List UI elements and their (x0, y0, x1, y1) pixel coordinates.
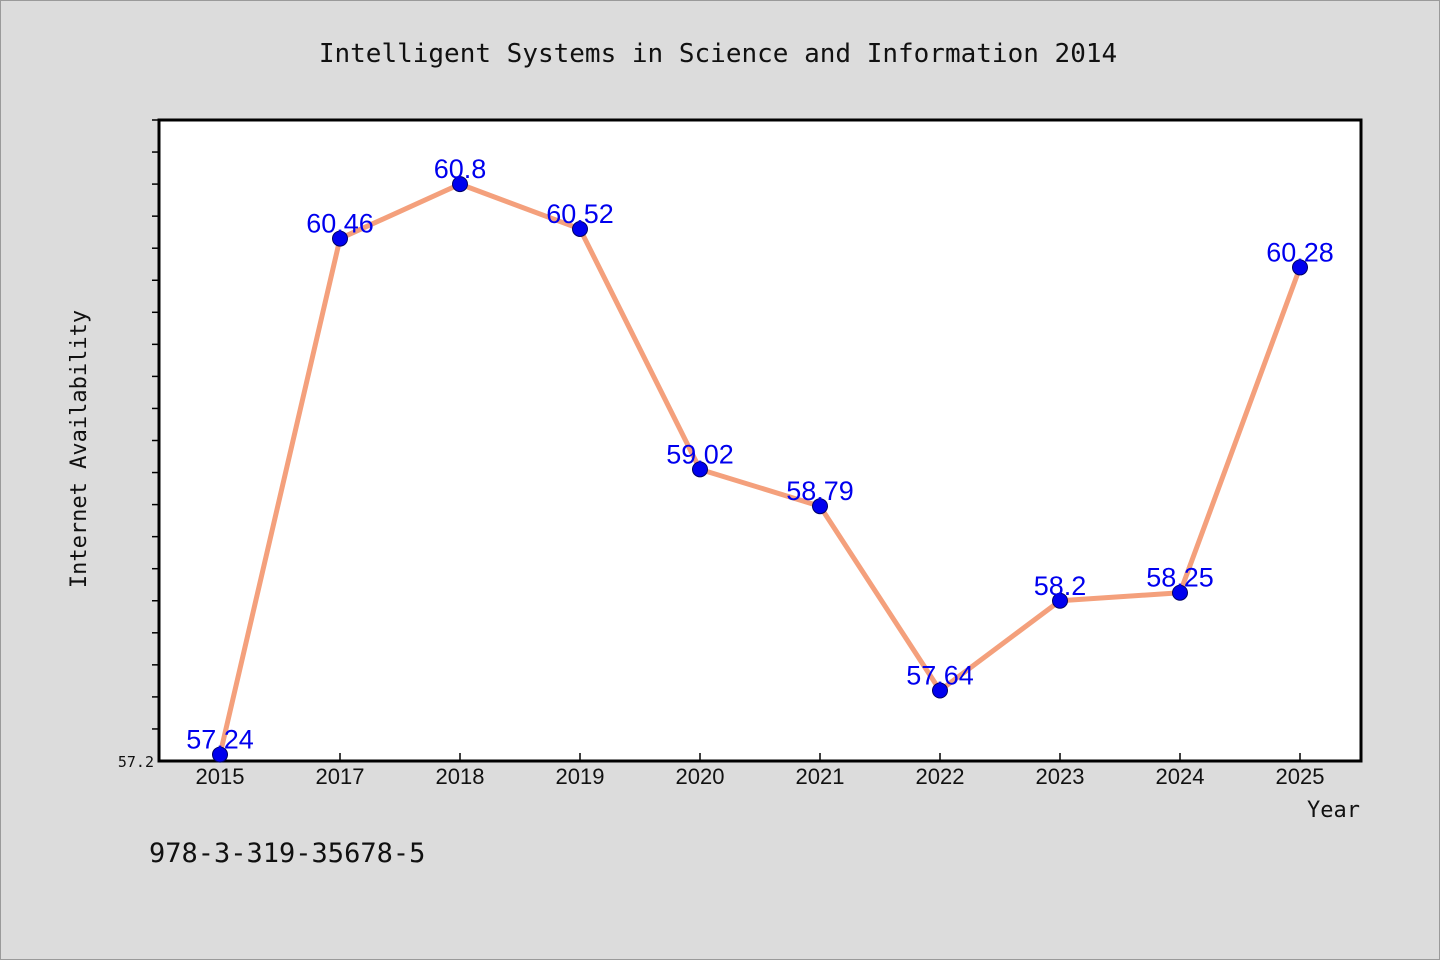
x-tick-label: 2019 (556, 764, 605, 789)
data-label: 60.46 (306, 209, 374, 239)
x-tick-label: 2018 (436, 764, 485, 789)
x-tick-label: 2020 (676, 764, 725, 789)
y-axis-title: Internet Availability (67, 310, 92, 588)
x-tick-label: 2023 (1036, 764, 1085, 789)
data-point (572, 220, 588, 237)
data-point (332, 230, 348, 247)
x-axis-title: Year (1307, 798, 1360, 823)
x-tick-label: 2015 (196, 764, 245, 789)
x-tick-label: 2024 (1156, 764, 1205, 789)
x-tick-labels: 2015 2017 2018 2019 2020 2021 2022 2023 2024 2025 (196, 764, 1325, 789)
series-line-group (217, 181, 1303, 758)
plot-area (157, 118, 1363, 763)
data-label: 60.52 (546, 199, 614, 229)
data-label: 58.2 (1034, 571, 1087, 601)
x-tick-label: 2022 (916, 764, 965, 789)
data-point (1052, 592, 1068, 609)
series-line (217, 181, 1303, 758)
data-point (812, 498, 828, 515)
chart-title: Intelligent Systems in Science and Infor… (319, 39, 1117, 69)
data-label: 57.64 (906, 660, 974, 690)
y-axis-min-label: 57.2 (118, 753, 154, 771)
isbn-footer: 978-3-319-35678-5 (149, 838, 425, 869)
y-axis-ticks (152, 119, 159, 730)
x-tick-label: 2025 (1276, 764, 1325, 789)
data-label: 58.25 (1146, 563, 1214, 593)
data-point (212, 746, 228, 763)
data-point (452, 176, 468, 193)
data-point (1292, 259, 1308, 276)
x-tick-label: 2017 (316, 764, 365, 789)
data-label: 59.02 (666, 439, 734, 469)
data-label: 60.28 (1266, 237, 1334, 267)
x-tick-label: 2021 (796, 764, 845, 789)
data-point (1172, 584, 1188, 601)
data-point (692, 461, 708, 478)
data-label: 57.24 (186, 725, 254, 755)
data-label: 60.8 (434, 154, 487, 184)
data-points (212, 176, 1308, 763)
data-label: 58.79 (786, 476, 854, 506)
data-labels: 57.24 60.46 60.8 60.52 59.02 58.79 57.64 58.2 58… (186, 154, 1334, 754)
data-point (932, 682, 948, 699)
